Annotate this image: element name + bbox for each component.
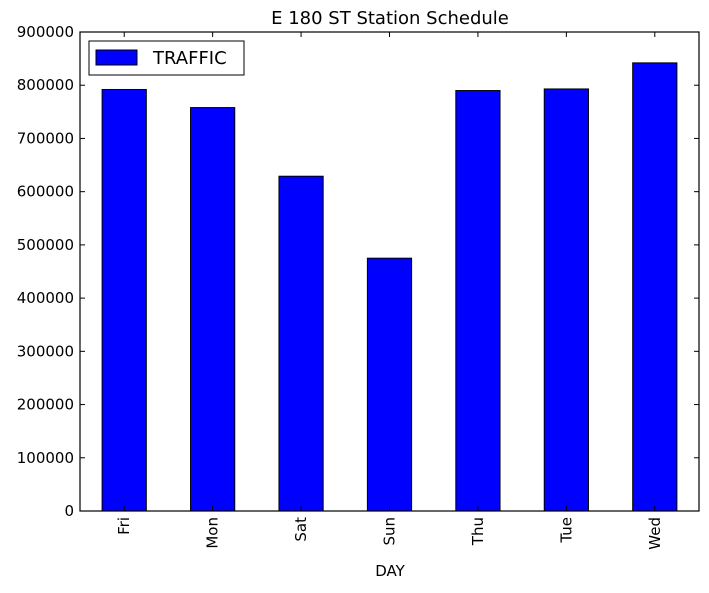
y-tick-label-100000: 100000	[17, 449, 74, 467]
bar-tue	[543, 88, 589, 512]
legend-label: TRAFFIC	[152, 48, 227, 69]
y-tick-label-500000: 500000	[17, 236, 74, 254]
y-tick-label-400000: 400000	[17, 289, 74, 307]
bar-fri	[101, 88, 147, 512]
legend: TRAFFIC	[88, 40, 245, 76]
bar-thu	[455, 90, 501, 512]
bars-layer	[101, 62, 678, 512]
y-tick-label-800000: 800000	[17, 76, 74, 94]
chart-title: E 180 ST Station Schedule	[271, 8, 509, 29]
y-tick-label-600000: 600000	[17, 183, 74, 201]
bar-sun	[366, 257, 413, 512]
legend-swatch	[95, 49, 138, 66]
y-tick-label-300000: 300000	[17, 342, 74, 360]
y-tick-label-200000: 200000	[17, 396, 74, 414]
y-tick-label-700000: 700000	[17, 129, 74, 147]
x-tick-label-thu: Thu	[469, 517, 487, 546]
bar-wed	[632, 62, 678, 512]
x-tick-label-mon: Mon	[204, 517, 222, 549]
x-tick-label-wed: Wed	[646, 517, 664, 550]
plot-frame	[79, 31, 700, 512]
ticks-layer: Fri Mon Sat Sun Thu Tue Wed 0 100000 200000 300000…	[17, 23, 699, 550]
bar-sat	[278, 175, 324, 512]
x-axis-label: DAY	[375, 562, 405, 580]
x-tick-label-fri: Fri	[115, 517, 133, 535]
bar-mon	[190, 107, 236, 512]
x-tick-label-sat: Sat	[292, 517, 310, 542]
y-tick-label-0: 0	[64, 502, 74, 520]
x-tick-label-sun: Sun	[381, 517, 399, 546]
x-tick-label-tue: Tue	[557, 517, 575, 544]
y-tick-label-900000: 900000	[17, 23, 74, 41]
